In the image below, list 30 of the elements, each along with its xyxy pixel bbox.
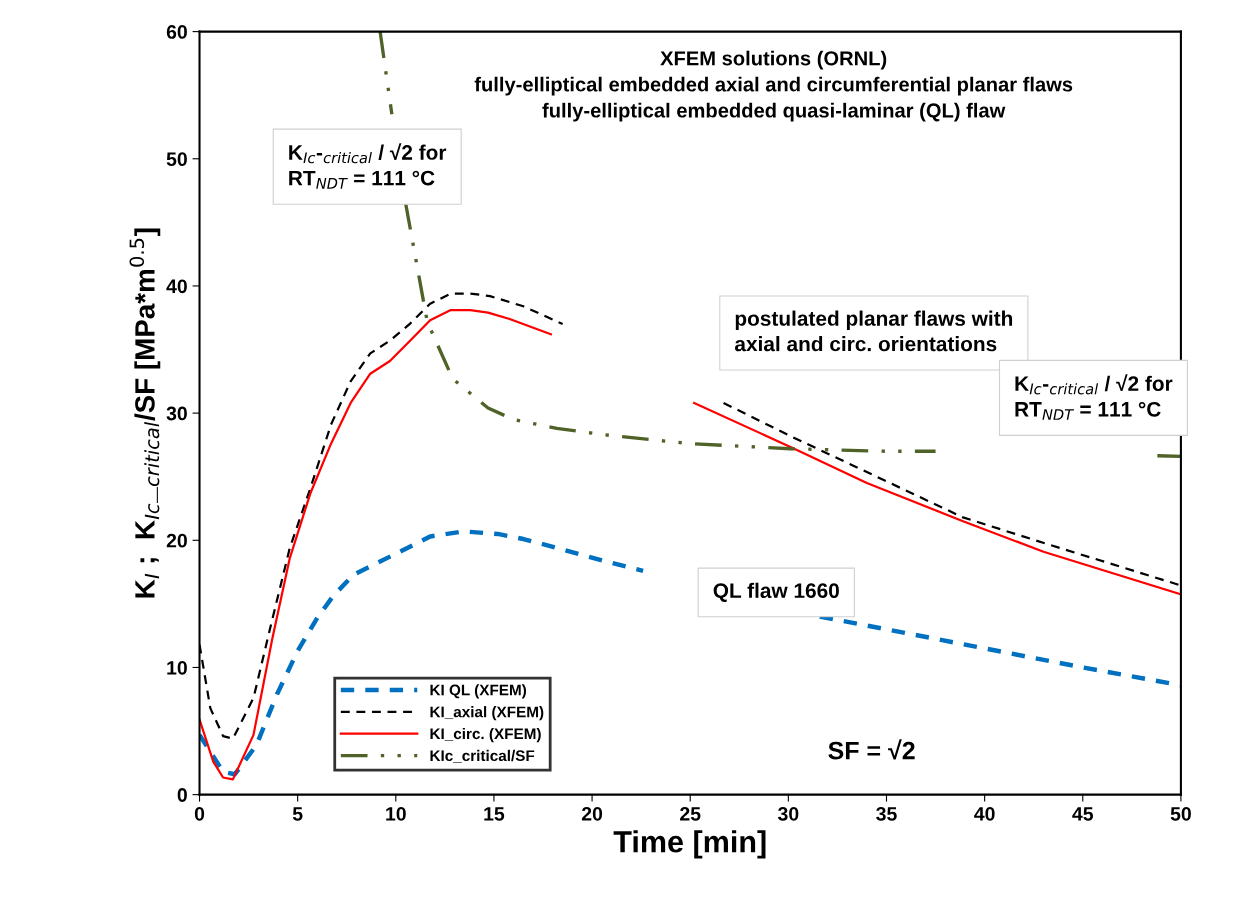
legend-label: KIc_critical/SF: [430, 749, 535, 763]
y-tick-label: 60: [166, 25, 187, 39]
legend-label: KI_circ. (XFEM): [430, 727, 541, 743]
y-tick-label: 10: [167, 660, 187, 675]
x-axis-title: Time [min]: [613, 830, 766, 859]
x-tick-label: 5: [292, 807, 303, 821]
x-tick-label: 45: [1072, 807, 1094, 821]
y-tick-label: 0: [177, 788, 187, 802]
text: K$_{Ic}$-$_{critical}$ / √2 for RT$_{NDT}$ = 111 °C: [1015, 374, 1173, 420]
annotation: QL flaw 1660: [713, 582, 839, 602]
x-tick-label: 20: [581, 806, 603, 821]
x-tick-label: 15: [484, 807, 505, 821]
y-tick-label: 30: [166, 406, 187, 421]
x-tick-label: 0: [194, 806, 205, 821]
x-tick-label: 50: [1170, 806, 1191, 821]
x-tick-label: 40: [974, 806, 995, 821]
y-tick-label: 40: [166, 279, 187, 294]
text: K$_{Ic}$-$_{critical}$ / √2 for RT$_{NDT}$ = 111 °C: [289, 143, 447, 189]
y-tick-label: 50: [166, 152, 187, 167]
x-tick-label: 30: [777, 806, 799, 821]
x-tick-label: 10: [386, 806, 406, 821]
x-tick-label: 35: [876, 806, 897, 821]
text: XFEM solutions (ORNL) fully-elliptical embedded axial and circumferential planar flaws fully-elliptical embedded quasi-laminar (QL) flaw: [474, 50, 1073, 122]
annotation: SF = √2: [828, 739, 915, 760]
x-tick-label: 25: [680, 806, 701, 821]
legend-label: KI_axial (XFEM): [430, 706, 544, 721]
text: K$_{I}$ ; K$_{Ic}$_$_{critical}$/SF [MPa*m$^{0.5}$]: [129, 228, 161, 598]
legend-label: KI QL (XFEM): [430, 684, 527, 699]
y-tick-label: 20: [166, 533, 187, 548]
annotation: postulated planar flaws with axial and circ. orientations: [734, 310, 1013, 352]
